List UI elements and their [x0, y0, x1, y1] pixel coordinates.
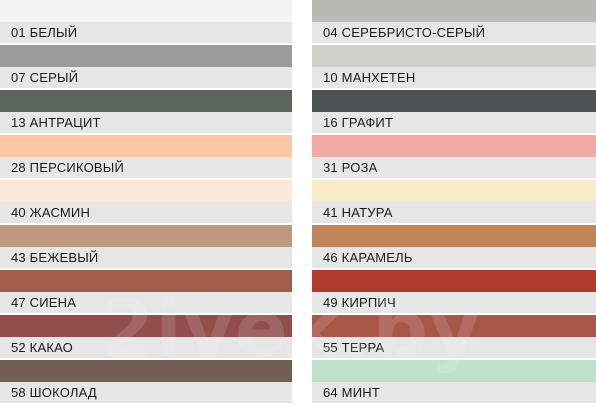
- color-card: 58 ШОКОЛАД: [0, 360, 292, 403]
- color-swatch: [312, 225, 596, 247]
- color-label: 28 ПЕРСИКОВЫЙ: [0, 157, 292, 178]
- color-card: 40 ЖАСМИН: [0, 180, 292, 223]
- color-card: 41 НАТУРА: [312, 180, 596, 223]
- color-card: 01 БЕЛЫЙ: [0, 0, 292, 43]
- color-label: 10 МАНХЕТЕН: [312, 67, 596, 88]
- color-label: 47 СИЕНА: [0, 292, 292, 313]
- color-swatch: [312, 45, 596, 67]
- color-card: 04 СЕРЕБРИСТО-СЕРЫЙ: [312, 0, 596, 43]
- color-card: 52 КАКАО: [0, 315, 292, 358]
- color-label: 16 ГРАФИТ: [312, 112, 596, 133]
- color-swatch: [0, 225, 292, 247]
- color-swatch: [312, 0, 596, 22]
- color-column-right: 04 СЕРЕБРИСТО-СЕРЫЙ 10 МАНХЕТЕН 16 ГРАФИТ 3…: [312, 0, 596, 407]
- color-label: 52 КАКАО: [0, 337, 292, 358]
- color-swatch: [312, 360, 596, 382]
- color-swatch: [312, 90, 596, 112]
- color-swatch: [312, 270, 596, 292]
- color-label: 41 НАТУРА: [312, 202, 596, 223]
- color-swatch: [0, 360, 292, 382]
- color-label: 55 ТЕРРА: [312, 337, 596, 358]
- color-label: 31 РОЗА: [312, 157, 596, 178]
- color-card: 31 РОЗА: [312, 135, 596, 178]
- color-card: 13 АНТРАЦИТ: [0, 90, 292, 133]
- color-label: 43 БЕЖЕВЫЙ: [0, 247, 292, 268]
- color-card: 49 КИРПИЧ: [312, 270, 596, 313]
- color-label: 13 АНТРАЦИТ: [0, 112, 292, 133]
- color-label: 64 МИНТ: [312, 382, 596, 403]
- color-column-left: 01 БЕЛЫЙ 07 СЕРЫЙ 13 АНТРАЦИТ 28 ПЕРСИКОВЫЙ…: [0, 0, 292, 407]
- color-swatch: [0, 90, 292, 112]
- color-label: 40 ЖАСМИН: [0, 202, 292, 223]
- color-swatch: [312, 315, 596, 337]
- color-label: 01 БЕЛЫЙ: [0, 22, 292, 43]
- color-label: 49 КИРПИЧ: [312, 292, 596, 313]
- color-card: 43 БЕЖЕВЫЙ: [0, 225, 292, 268]
- color-card: 46 КАРАМЕЛЬ: [312, 225, 596, 268]
- color-card: 16 ГРАФИТ: [312, 90, 596, 133]
- color-label: 58 ШОКОЛАД: [0, 382, 292, 403]
- color-swatch: [0, 0, 292, 22]
- color-card: 10 МАНХЕТЕН: [312, 45, 596, 88]
- color-swatch: [0, 45, 292, 67]
- color-label: 07 СЕРЫЙ: [0, 67, 292, 88]
- color-swatch: [0, 135, 292, 157]
- color-card: 55 ТЕРРА: [312, 315, 596, 358]
- color-swatch: [312, 180, 596, 202]
- color-label: 46 КАРАМЕЛЬ: [312, 247, 596, 268]
- color-label: 04 СЕРЕБРИСТО-СЕРЫЙ: [312, 22, 596, 43]
- color-swatch: [312, 135, 596, 157]
- color-card: 64 МИНТ: [312, 360, 596, 403]
- color-card: 07 СЕРЫЙ: [0, 45, 292, 88]
- color-card: 28 ПЕРСИКОВЫЙ: [0, 135, 292, 178]
- color-swatch: [0, 180, 292, 202]
- color-card: 47 СИЕНА: [0, 270, 292, 313]
- color-swatch: [0, 315, 292, 337]
- color-swatch: [0, 270, 292, 292]
